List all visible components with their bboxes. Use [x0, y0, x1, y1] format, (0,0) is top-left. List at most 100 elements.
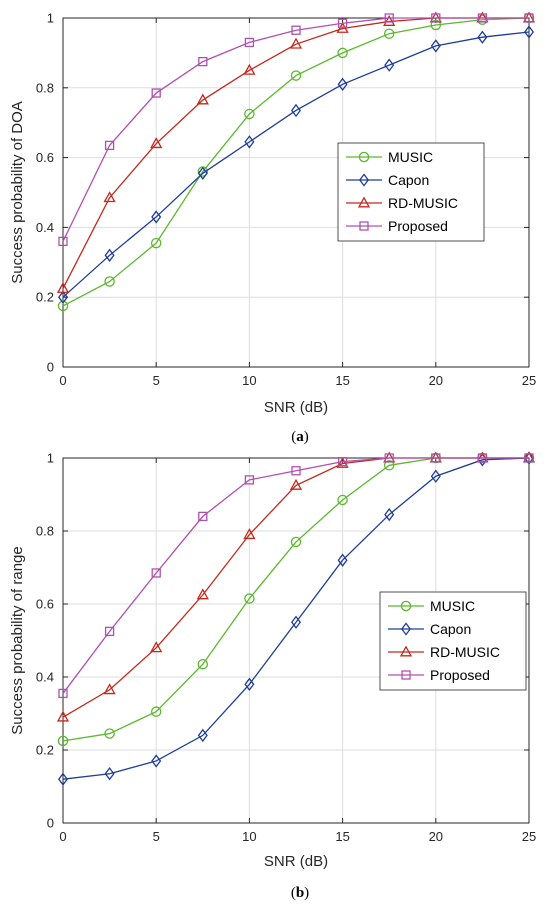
x-tick-label: 25	[522, 829, 536, 844]
y-axis-label: Success probability of range	[9, 546, 26, 734]
data-point	[244, 475, 255, 485]
y-tick-label: 0.6	[36, 597, 54, 612]
x-tick-label: 0	[59, 373, 66, 388]
legend-label: Capon	[388, 172, 429, 188]
legend-marker	[359, 221, 369, 231]
data-point	[524, 453, 534, 463]
legend-label: Proposed	[430, 667, 490, 683]
data-point	[383, 28, 395, 39]
data-point	[197, 658, 209, 670]
data-point	[523, 451, 535, 465]
data-point	[337, 553, 348, 567]
data-point	[151, 754, 162, 768]
data-point	[150, 137, 163, 149]
data-point	[104, 248, 115, 263]
data-point	[103, 683, 116, 695]
data-point	[151, 568, 161, 578]
legend-label: Proposed	[388, 218, 448, 234]
data-point	[290, 536, 302, 548]
x-tick-label: 15	[335, 373, 349, 388]
data-point	[243, 528, 256, 540]
x-axis-label: SNR (dB)	[264, 399, 328, 416]
chart-panel-b: 0 5 10 15 20 25 0 0.2 0.4 0.6 0.8 1 SNR (dB) Success …	[9, 451, 536, 902]
y-tick-label: 0.2	[36, 743, 54, 758]
x-tick-label: 15	[335, 829, 349, 844]
data-point	[430, 39, 441, 53]
data-point	[289, 37, 303, 49]
data-point	[431, 13, 441, 23]
plot-area-frame	[62, 17, 530, 368]
legend-box	[379, 591, 527, 691]
panel-caption-letter: a	[296, 429, 304, 445]
legend-label: RD-MUSIC	[388, 195, 458, 211]
series-line-capon	[62, 31, 530, 298]
data-point	[290, 103, 302, 118]
data-point	[477, 453, 488, 463]
data-point	[104, 276, 115, 287]
legend-box	[337, 142, 485, 242]
data-point	[198, 511, 208, 522]
x-tick-label: 10	[242, 373, 256, 388]
x-tick-label: 10	[242, 829, 256, 844]
x-tick-label: 5	[153, 829, 160, 844]
y-tick-label: 1	[47, 451, 54, 466]
series-line-music	[62, 17, 530, 307]
data-point	[196, 93, 209, 105]
data-point	[244, 677, 255, 691]
x-axis-label: SNR (dB)	[264, 853, 328, 870]
data-point	[337, 494, 348, 506]
data-point	[197, 166, 208, 180]
data-point	[523, 25, 535, 39]
data-point	[337, 18, 348, 28]
data-point	[103, 191, 116, 203]
data-point	[104, 626, 115, 637]
series-line-proposed	[62, 17, 529, 242]
legend-label: Capon	[430, 621, 471, 637]
data-point	[290, 615, 302, 629]
data-point	[58, 236, 68, 247]
data-point	[56, 710, 70, 722]
panel-caption-paren: )	[304, 885, 309, 901]
panel-caption-letter: b	[296, 885, 304, 901]
data-point	[291, 466, 301, 476]
data-point	[431, 453, 441, 463]
legend-marker	[358, 173, 370, 187]
data-point	[150, 237, 162, 249]
data-point	[244, 135, 255, 149]
legend-marker	[400, 622, 412, 636]
data-point	[244, 37, 255, 48]
series-capon	[57, 451, 535, 786]
data-point	[104, 728, 115, 739]
x-tick-label: 20	[429, 829, 443, 844]
series-proposed	[58, 13, 534, 247]
legend-marker	[358, 151, 370, 163]
data-point	[57, 735, 69, 747]
data-point	[57, 300, 69, 312]
data-point	[56, 281, 70, 293]
series-line-proposed	[62, 457, 529, 694]
data-point	[291, 25, 301, 35]
data-point	[150, 641, 163, 653]
panel-caption-paren: (	[291, 885, 296, 901]
data-point	[197, 728, 208, 743]
data-point	[150, 706, 162, 717]
series-capon	[57, 25, 535, 304]
legend-label: MUSIC	[388, 149, 433, 165]
y-tick-label: 1	[47, 11, 54, 26]
data-point	[104, 140, 115, 151]
data-point	[337, 77, 348, 91]
data-point	[524, 13, 534, 23]
data-point	[384, 58, 395, 72]
x-tick-label: 5	[153, 373, 160, 388]
data-point	[244, 108, 255, 120]
y-tick-label: 0.8	[36, 524, 54, 539]
data-point	[104, 767, 115, 781]
data-point	[477, 13, 488, 23]
x-tick-label: 25	[522, 373, 536, 388]
y-axis-label: Success probability of DOA	[9, 101, 26, 284]
x-tick-label: 0	[59, 829, 66, 844]
legend: MUSIC Capon RD-MUSIC Proposed	[337, 142, 485, 242]
data-point	[384, 453, 394, 463]
data-point	[243, 63, 256, 75]
